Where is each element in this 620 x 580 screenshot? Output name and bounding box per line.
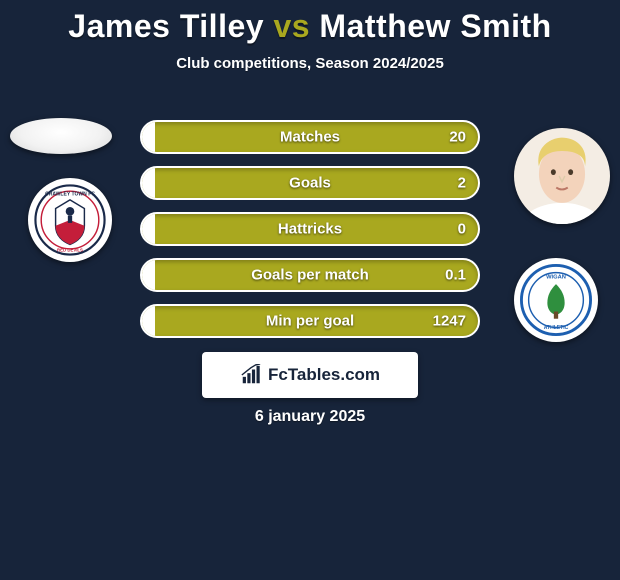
stat-value: 20 [449, 129, 466, 146]
crawley-badge-icon: CRAWLEY TOWN FC RED DEVILS [34, 184, 106, 256]
svg-text:ATHLETIC: ATHLETIC [544, 325, 569, 331]
stat-label: Min per goal [266, 313, 354, 330]
subtitle: Club competitions, Season 2024/2025 [0, 55, 620, 72]
bar-chart-icon [240, 364, 262, 386]
stat-label: Hattricks [278, 221, 342, 238]
stat-row-gpm: Goals per match 0.1 [140, 258, 480, 292]
brand-text: FcTables.com [268, 365, 380, 385]
svg-text:CRAWLEY TOWN FC: CRAWLEY TOWN FC [45, 192, 95, 198]
player1-club-badge: CRAWLEY TOWN FC RED DEVILS [28, 178, 112, 262]
player2-name: Matthew Smith [319, 8, 551, 44]
vs-label: vs [273, 8, 310, 44]
stat-row-mpg: Min per goal 1247 [140, 304, 480, 338]
wigan-badge-icon: WIGAN ATHLETIC [520, 264, 592, 336]
stat-fill [142, 260, 155, 290]
stat-label: Matches [280, 129, 340, 146]
player2-club-badge: WIGAN ATHLETIC [514, 258, 598, 342]
stat-label: Goals per match [251, 267, 369, 284]
stat-value: 2 [458, 175, 466, 192]
stat-value: 0 [458, 221, 466, 238]
player1-avatar [10, 118, 112, 154]
stat-row-matches: Matches 20 [140, 120, 480, 154]
stat-fill [142, 306, 155, 336]
player2-avatar-icon [514, 128, 610, 224]
stat-value: 1247 [433, 313, 466, 330]
stat-fill [142, 168, 155, 198]
stat-row-goals: Goals 2 [140, 166, 480, 200]
player1-name: James Tilley [68, 8, 264, 44]
svg-text:WIGAN: WIGAN [546, 274, 566, 280]
stat-value: 0.1 [445, 267, 466, 284]
brand-box: FcTables.com [202, 352, 418, 398]
comparison-title: James Tilley vs Matthew Smith [0, 0, 620, 45]
stat-label: Goals [289, 175, 331, 192]
player2-avatar [514, 128, 610, 224]
stat-fill [142, 214, 155, 244]
date-label: 6 january 2025 [0, 408, 620, 426]
stat-fill [142, 122, 155, 152]
stat-row-hattricks: Hattricks 0 [140, 212, 480, 246]
svg-text:RED DEVILS: RED DEVILS [57, 248, 83, 253]
stat-bars: Matches 20 Goals 2 Hattricks 0 Goals per… [140, 120, 480, 350]
